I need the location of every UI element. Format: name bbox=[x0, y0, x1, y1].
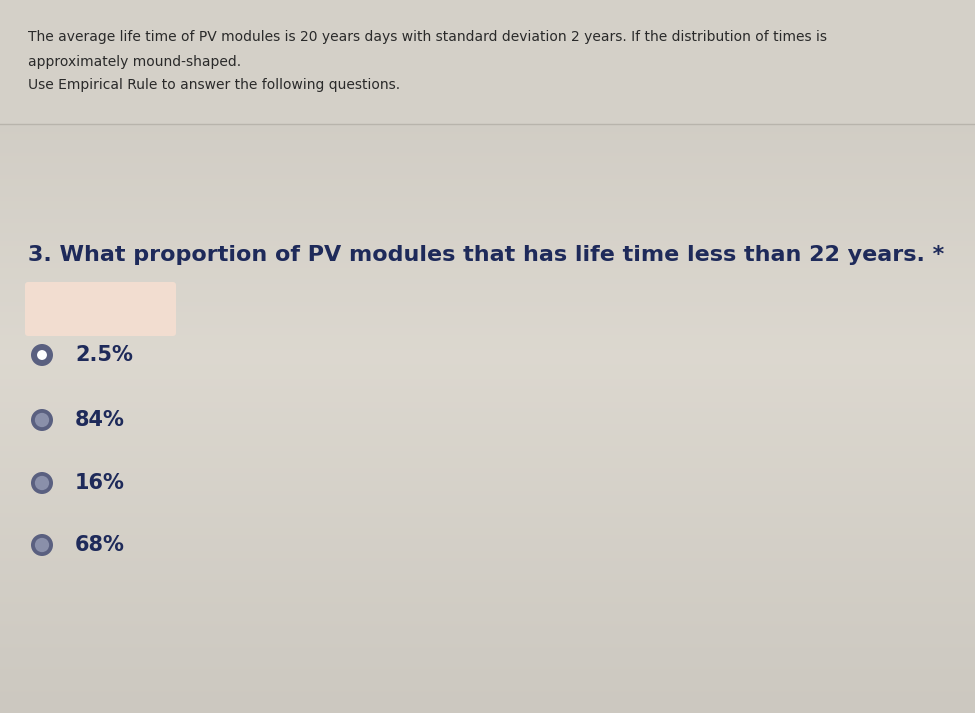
Text: Use Empirical Rule to answer the following questions.: Use Empirical Rule to answer the followi… bbox=[28, 78, 400, 92]
Text: 3. What proportion of PV modules that has life time less than 22 years. *: 3. What proportion of PV modules that ha… bbox=[28, 245, 944, 265]
Circle shape bbox=[35, 538, 49, 552]
Text: The average life time of PV modules is 20 years days with standard deviation 2 y: The average life time of PV modules is 2… bbox=[28, 30, 827, 44]
Circle shape bbox=[31, 344, 53, 366]
Circle shape bbox=[37, 350, 47, 360]
Circle shape bbox=[31, 534, 53, 556]
Circle shape bbox=[35, 476, 49, 490]
Text: 84%: 84% bbox=[75, 410, 125, 430]
Text: 68%: 68% bbox=[75, 535, 125, 555]
Text: 16%: 16% bbox=[75, 473, 125, 493]
Circle shape bbox=[31, 409, 53, 431]
FancyBboxPatch shape bbox=[25, 282, 176, 336]
Circle shape bbox=[35, 413, 49, 427]
Text: approximately mound-shaped.: approximately mound-shaped. bbox=[28, 55, 241, 69]
Circle shape bbox=[31, 472, 53, 494]
Bar bbox=[0, 0, 975, 124]
Text: 2.5%: 2.5% bbox=[75, 345, 133, 365]
